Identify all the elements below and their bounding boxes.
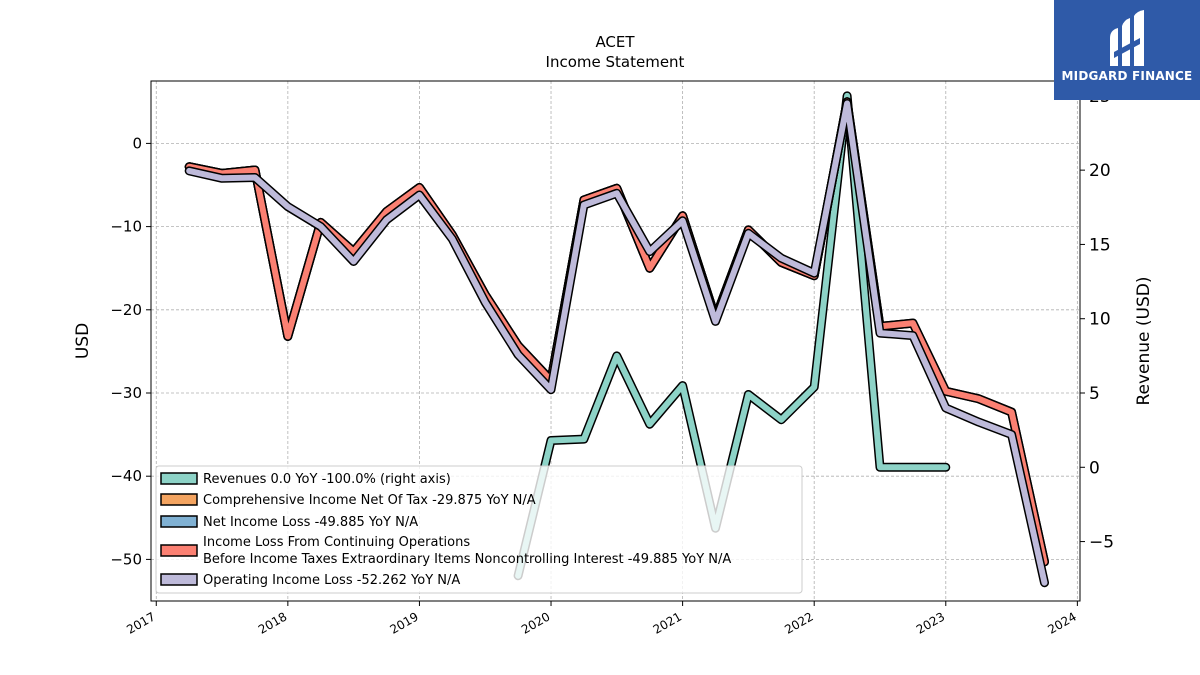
legend-label: Comprehensive Income Net Of Tax -29.875 … bbox=[203, 493, 536, 508]
y-left-tick-label: −50 bbox=[110, 550, 142, 568]
y-right-tick-label: 15 bbox=[1089, 235, 1111, 255]
chart-subtitle: Income Statement bbox=[546, 53, 685, 71]
chart-title: ACET bbox=[595, 33, 635, 51]
legend-swatch-operating bbox=[160, 573, 198, 586]
y-right-tick-label: −5 bbox=[1089, 533, 1114, 553]
y-right-tick-label: 10 bbox=[1089, 310, 1111, 330]
x-tick-label: 2021 bbox=[651, 609, 684, 636]
y-right-tick-label: 0 bbox=[1089, 458, 1100, 478]
legend-label: Net Income Loss -49.885 YoY N/A bbox=[203, 515, 418, 530]
x-tick-label: 2023 bbox=[914, 609, 947, 636]
midgard-logo-icon bbox=[1110, 10, 1144, 66]
y-axis-right-label: Revenue (USD) bbox=[1134, 276, 1154, 405]
y-right-tick-label: 5 bbox=[1089, 384, 1100, 404]
grid bbox=[151, 81, 1080, 601]
y-right-tick-label: 20 bbox=[1089, 161, 1111, 181]
legend: Revenues 0.0 YoY -100.0% (right axis) Com… bbox=[155, 465, 803, 594]
series-layer bbox=[184, 91, 1049, 588]
y-left-tick-label: −30 bbox=[110, 384, 142, 402]
series-revenues bbox=[513, 91, 951, 581]
legend-label-line2: Before Income Taxes Extraordinary Items … bbox=[203, 552, 731, 567]
legend-box bbox=[155, 465, 803, 594]
legend-swatch-pretax bbox=[160, 544, 198, 557]
brand-name: MIDGARD FINANCE bbox=[1061, 69, 1193, 83]
legend-label: Revenues 0.0 YoY -100.0% (right axis) bbox=[203, 472, 451, 487]
legend-label-line1: Income Loss From Continuing Operations bbox=[203, 535, 470, 550]
x-tick-label: 2019 bbox=[387, 609, 420, 636]
legend-swatch-comprehensive bbox=[160, 493, 198, 506]
y-left-tick-label: 0 bbox=[132, 134, 142, 152]
y-left-tick-label: −20 bbox=[110, 301, 142, 319]
x-tick-label: 2018 bbox=[256, 609, 289, 636]
x-tick-label: 2017 bbox=[124, 609, 157, 636]
legend-label: Operating Income Loss -52.262 YoY N/A bbox=[203, 573, 460, 588]
series-line-operating bbox=[186, 100, 1048, 586]
y-axis-left-label: USD bbox=[73, 323, 93, 359]
series-line-revenues bbox=[515, 92, 949, 579]
x-tick-label: 2024 bbox=[1045, 609, 1078, 636]
legend-swatch-revenues bbox=[160, 472, 198, 485]
plot-frame bbox=[150, 80, 1081, 602]
legend-swatch-net_income bbox=[160, 515, 198, 528]
y-left-tick-label: −40 bbox=[110, 467, 142, 485]
x-tick-label: 2022 bbox=[782, 609, 815, 636]
series-operating bbox=[184, 99, 1049, 588]
brand-logo: MIDGARD FINANCE bbox=[1054, 0, 1200, 100]
y-left-tick-label: −10 bbox=[110, 218, 142, 236]
x-tick-label: 2020 bbox=[519, 609, 552, 636]
